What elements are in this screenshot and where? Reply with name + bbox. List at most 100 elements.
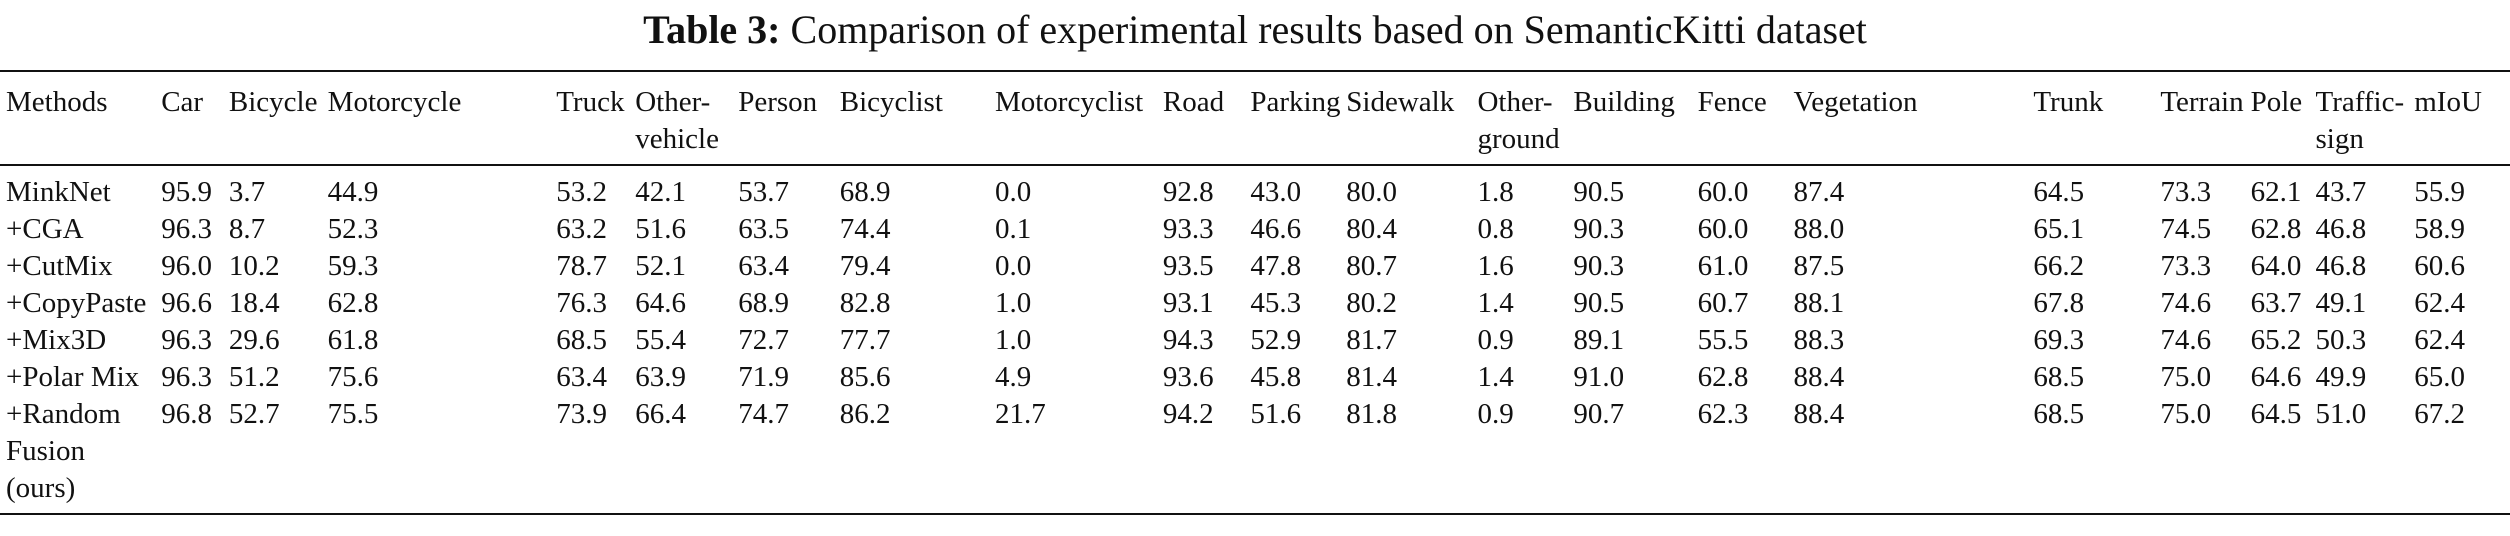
value-cell: 88.0 [1793,213,1845,245]
value-cell: 63.9 [635,361,686,393]
value-cell: 75.5 [327,398,379,430]
value-cell: 63.7 [2250,287,2302,319]
value-cell: 93.1 [1162,287,1214,319]
table-row: +CopyPaste 96.6 18.4 62.8 76.3 64.6 68.9 82.8 1.… [0,285,2510,322]
value-cell: 74.6 [2160,287,2212,319]
value-cell: 74.6 [2160,324,2212,356]
value-cell: 51.6 [1250,398,1302,430]
column-header: Bicyclist [839,86,943,118]
column-header: Road [1162,86,1225,118]
value-cell: 71.9 [738,361,789,393]
value-cell: 94.2 [1162,398,1214,430]
value-cell: 65.2 [2250,324,2302,356]
value-cell: 88.1 [1793,287,1845,319]
value-cell: 51.0 [2315,398,2367,430]
value-cell: 29.6 [228,324,280,356]
value-cell: 10.2 [228,250,280,282]
value-cell: 66.4 [635,398,686,430]
column-header: Other-vehicle [635,86,719,155]
table-row: +Random Fusion (ours) 96.8 52.7 75.5 73.9 66.… [0,396,2510,514]
value-cell: 87.5 [1793,250,1845,282]
value-cell: 59.3 [327,250,379,282]
value-cell: 45.3 [1250,287,1302,319]
value-cell: 69.3 [2033,324,2085,356]
value-cell: 76.3 [556,287,607,319]
value-cell: 64.5 [2033,176,2085,208]
column-header: Bicycle [228,86,318,118]
method-cell: +Random Fusion (ours) [6,398,121,504]
method-cell: +CopyPaste [6,287,147,319]
value-cell: 68.5 [556,324,607,356]
value-cell: 1.0 [994,287,1032,319]
value-cell: 73.9 [556,398,607,430]
column-header: Terrain [2160,86,2244,118]
value-cell: 49.9 [2315,361,2367,393]
value-cell: 79.4 [839,250,891,282]
column-header: Person [738,86,818,118]
value-cell: 0.1 [994,213,1032,245]
value-cell: 96.0 [161,250,212,282]
value-cell: 62.3 [1697,398,1749,430]
value-cell: 51.6 [635,213,686,245]
column-header: Traffic-sign [2315,86,2405,155]
value-cell: 88.4 [1793,398,1845,430]
column-header: Motorcycle [327,86,462,118]
value-cell: 66.2 [2033,250,2085,282]
value-cell: 65.0 [2414,361,2465,393]
value-cell: 67.2 [2414,398,2465,430]
value-cell: 4.9 [994,361,1032,393]
value-cell: 60.6 [2414,250,2465,282]
value-cell: 55.4 [635,324,686,356]
column-header: Car [161,86,204,118]
value-cell: 89.1 [1573,324,1625,356]
value-cell: 93.3 [1162,213,1214,245]
value-cell: 45.8 [1250,361,1302,393]
value-cell: 44.9 [327,176,379,208]
value-cell: 52.9 [1250,324,1302,356]
value-cell: 1.4 [1477,287,1514,319]
table-row: +Mix3D 96.3 29.6 61.8 68.5 55.4 72.7 77.7 1.0 94.… [0,322,2510,359]
value-cell: 1.6 [1477,250,1514,282]
value-cell: 75.6 [327,361,379,393]
value-cell: 74.7 [738,398,789,430]
value-cell: 53.2 [556,176,607,208]
table-header: Methods Car Bicycle Motorcycle Truck Other-ve… [0,71,2510,165]
column-header: Vegetation [1793,86,1918,118]
value-cell: 1.0 [994,324,1032,356]
value-cell: 21.7 [994,398,1046,430]
value-cell: 93.5 [1162,250,1214,282]
value-cell: 64.6 [2250,361,2302,393]
value-cell: 64.5 [2250,398,2302,430]
value-cell: 64.6 [635,287,686,319]
value-cell: 55.9 [2414,176,2465,208]
caption-label: Table 3: [643,7,781,52]
value-cell: 8.7 [228,213,266,245]
column-header: Motorcyclist [994,86,1144,118]
value-cell: 60.0 [1697,213,1749,245]
value-cell: 80.0 [1346,176,1398,208]
value-cell: 55.5 [1697,324,1749,356]
value-cell: 88.4 [1793,361,1845,393]
value-cell: 80.2 [1346,287,1398,319]
value-cell: 0.0 [994,250,1032,282]
value-cell: 62.1 [2250,176,2302,208]
column-header: Pole [2250,86,2303,118]
value-cell: 75.0 [2160,361,2212,393]
value-cell: 67.8 [2033,287,2085,319]
table-row: +Polar Mix 96.3 51.2 75.6 63.4 63.9 71.9 85.6 4.… [0,359,2510,396]
value-cell: 90.3 [1573,213,1625,245]
value-cell: 0.8 [1477,213,1514,245]
value-cell: 63.4 [556,361,607,393]
value-cell: 3.7 [228,176,266,208]
column-header: Methods [6,86,108,118]
value-cell: 77.7 [839,324,891,356]
value-cell: 68.9 [839,176,891,208]
table-row: +CutMix 96.0 10.2 59.3 78.7 52.1 63.4 79.4 0.0 93… [0,248,2510,285]
value-cell: 74.4 [839,213,891,245]
value-cell: 60.0 [1697,176,1749,208]
value-cell: 90.5 [1573,287,1625,319]
column-header: Truck [556,86,625,118]
value-cell: 63.2 [556,213,607,245]
value-cell: 74.5 [2160,213,2212,245]
